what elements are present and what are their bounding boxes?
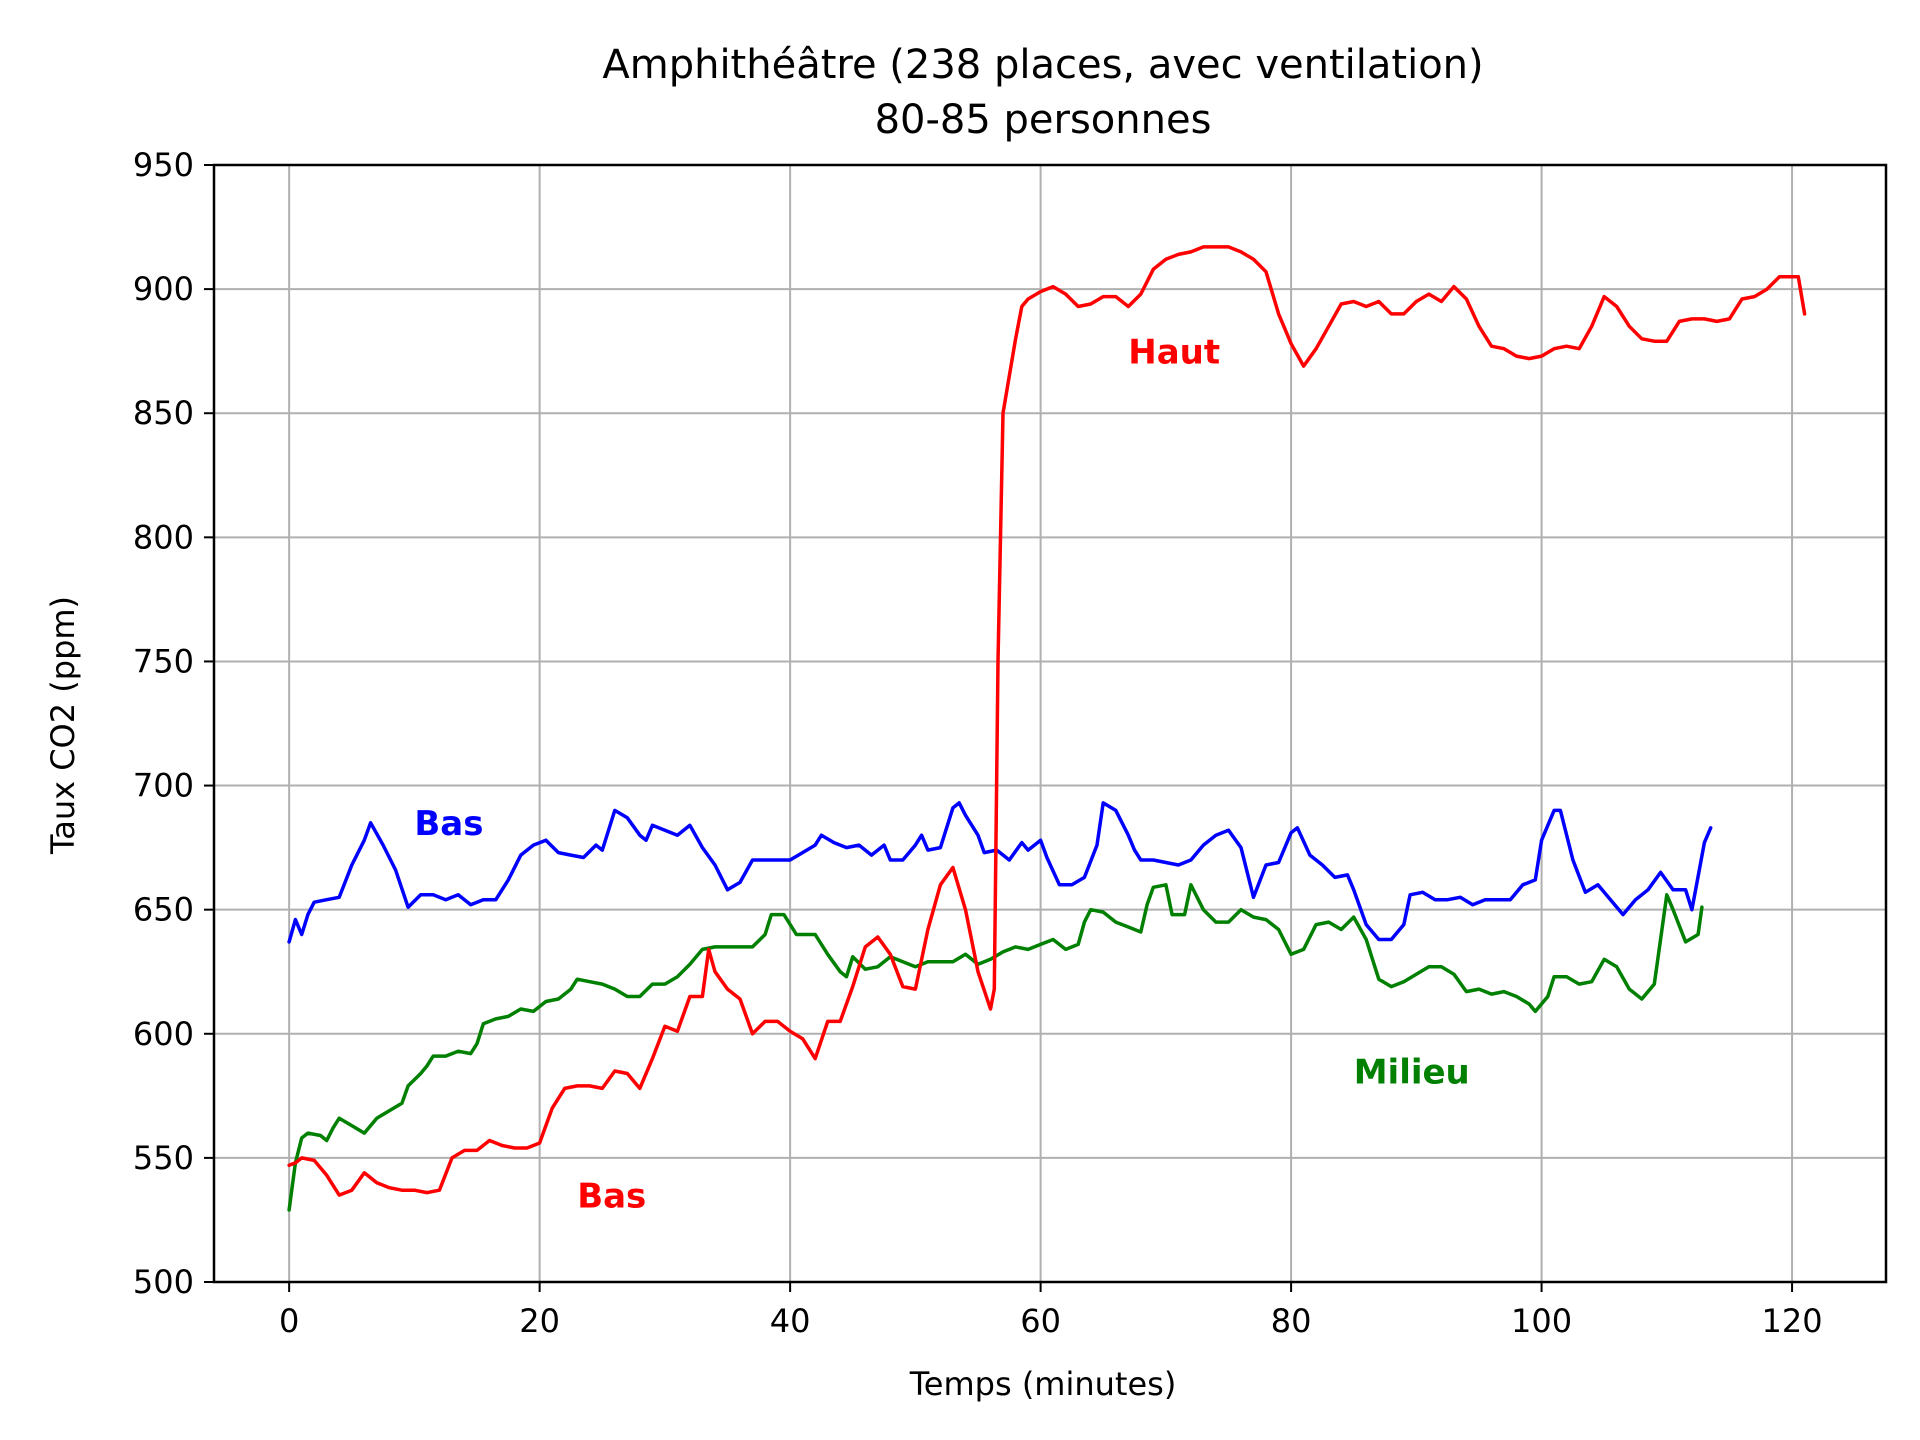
plot-frame <box>212 163 1888 1284</box>
series-group <box>287 245 1807 1212</box>
x-tick-label: 20 <box>519 1302 560 1340</box>
y-tick-label: 900 <box>133 270 194 308</box>
y-axis-title: Taux CO2 (ppm) <box>44 596 82 855</box>
annotation-label: Bas <box>414 804 483 844</box>
axis-ticks: 0 20 40 60 80 100 120 500 550 600 650 700 750 800 850 9… <box>133 146 1823 1340</box>
annotation-label: Bas <box>577 1177 646 1217</box>
x-tick-label: 120 <box>1762 1302 1823 1340</box>
y-tick-label: 950 <box>133 146 194 184</box>
y-tick-label: 700 <box>133 767 194 805</box>
annotation-label: Milieu <box>1354 1052 1470 1092</box>
x-tick-label: 40 <box>770 1302 811 1340</box>
y-tick-label: 650 <box>133 891 194 929</box>
chart-title: Amphithéâtre (238 places, avec ventilati… <box>602 42 1483 88</box>
x-tick-label: 0 <box>279 1302 299 1340</box>
y-tick-label: 600 <box>133 1015 194 1053</box>
annotations: Bas Bas Haut Milieu <box>414 333 1469 1217</box>
y-tick-label: 850 <box>133 394 194 432</box>
series-line-haut <box>287 245 1807 1197</box>
y-tick-label: 750 <box>133 642 194 680</box>
x-tick-label: 100 <box>1511 1302 1572 1340</box>
y-tick-label: 500 <box>133 1263 194 1301</box>
chart-subtitle: 80-85 personnes <box>875 97 1212 143</box>
annotation-label: Haut <box>1128 333 1220 373</box>
y-tick-label: 800 <box>133 518 194 556</box>
x-tick-label: 80 <box>1271 1302 1312 1340</box>
y-tick-label: 550 <box>133 1139 194 1177</box>
series-line-bas <box>287 801 1713 944</box>
x-tick-label: 60 <box>1020 1302 1061 1340</box>
x-axis-title: Temps (minutes) <box>909 1365 1177 1403</box>
